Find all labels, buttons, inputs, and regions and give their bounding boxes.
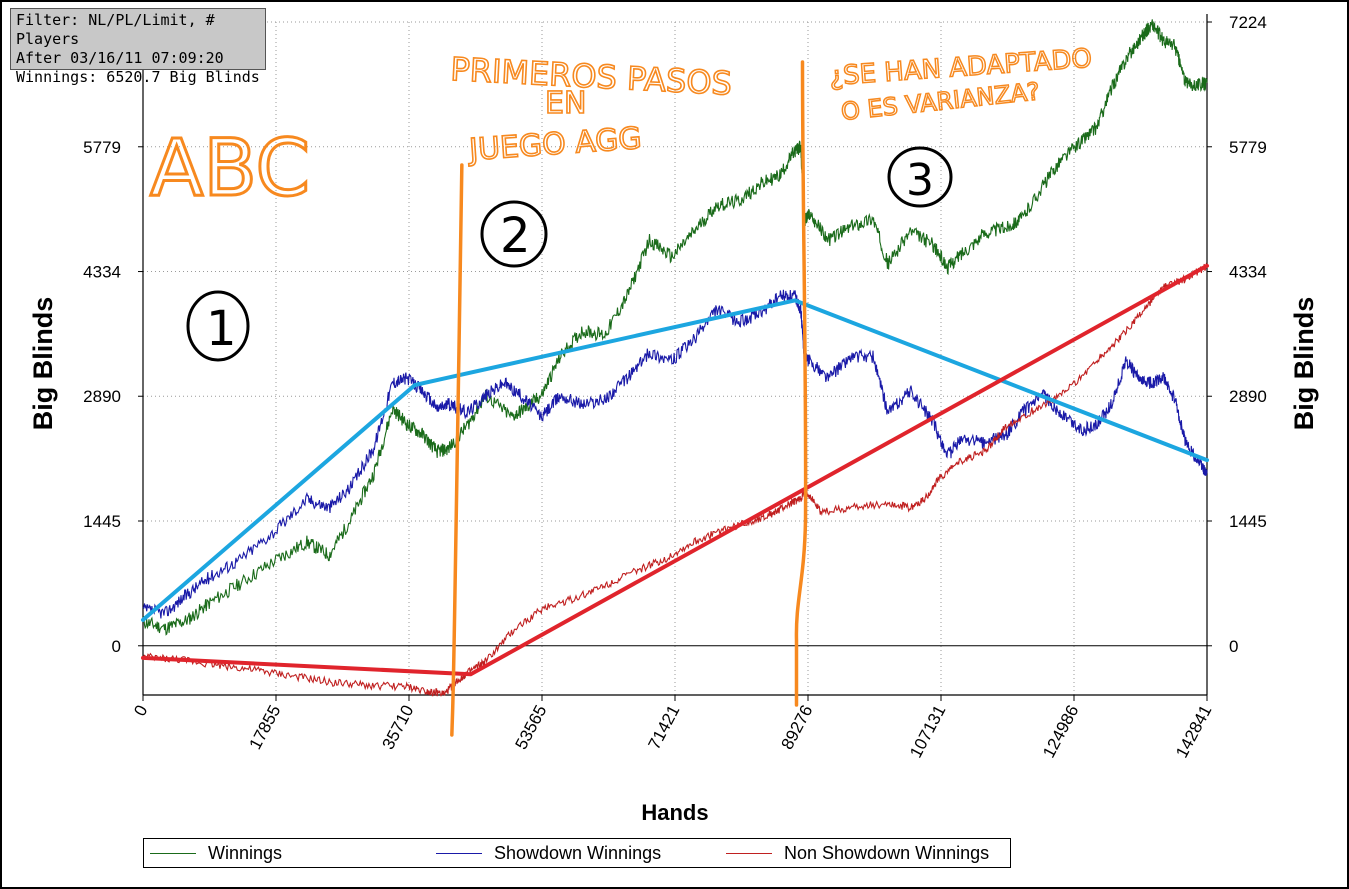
legend-label-showdown: Showdown Winnings xyxy=(494,842,662,863)
annotation-circle-1-number: 1 xyxy=(206,301,237,357)
y-tick-label-left: 4334 xyxy=(83,263,121,282)
annotation-circle-3-number: 3 xyxy=(906,155,934,206)
y-axis-title-right: Big Blinds xyxy=(1289,297,1319,431)
y-tick-label-right: 4334 xyxy=(1229,263,1267,282)
x-tick-label: 107131 xyxy=(906,702,949,761)
orange-markers-layer xyxy=(450,60,808,737)
annotation-abc: ABC xyxy=(150,124,310,214)
x-tick-label: 71421 xyxy=(645,702,684,753)
y-tick-label-left: 5779 xyxy=(83,138,121,157)
x-tick-label: 89276 xyxy=(778,702,817,753)
filter-line: Filter: NL/PL/Limit, # Players xyxy=(16,11,215,48)
x-tick-label: 17855 xyxy=(246,702,285,753)
x-tick-label: 0 xyxy=(130,702,151,719)
y-tick-label-left: 0 xyxy=(112,637,121,656)
legend-swatch-non-showdown xyxy=(726,852,772,854)
y-tick-label-right: 1445 xyxy=(1229,512,1267,531)
annotation-circle-3 xyxy=(887,146,953,208)
x-tick-label: 142841 xyxy=(1172,702,1215,761)
legend-item-non-showdown: Non Showdown Winnings xyxy=(726,839,989,867)
legend-swatch-showdown xyxy=(436,852,482,854)
grid-layer xyxy=(143,21,1207,695)
winnings-summary-line: Winnings: 6520.7 Big Blinds xyxy=(16,68,260,86)
annotation-phase2-line3: JUEGO AGG xyxy=(466,121,643,168)
date-line: After 03/16/11 07:09:20 xyxy=(16,49,224,67)
legend-label-non-showdown: Non Showdown Winnings xyxy=(784,842,990,863)
filter-info-box: Filter: NL/PL/Limit, # Players After 03/… xyxy=(10,8,266,86)
orange-marker-line-1 xyxy=(450,163,464,737)
x-tick-label: 124986 xyxy=(1039,702,1082,761)
annotation-phase2-line1: PRIMEROS PASOS xyxy=(450,50,733,103)
y-tick-label-right: 7224 xyxy=(1229,13,1267,32)
annotation-circle-2 xyxy=(480,200,548,268)
orange-marker-line-2 xyxy=(794,60,808,707)
x-tick-label: 53565 xyxy=(512,702,551,753)
annotation-phase2-line2: EN xyxy=(545,86,586,121)
legend-item-showdown: Showdown Winnings xyxy=(436,839,661,867)
annotation-circle-2-number: 2 xyxy=(500,208,531,264)
trend-lines-layer xyxy=(141,263,1209,677)
y-tick-label-left: 2890 xyxy=(83,387,121,406)
legend-label-winnings: Winnings xyxy=(208,842,283,863)
series-non-showdown-winnings xyxy=(142,262,1208,697)
x-tick-label: 35710 xyxy=(379,702,418,753)
trend-line-red xyxy=(141,263,1209,677)
y-tick-label-right: 5779 xyxy=(1229,138,1267,157)
y-tick-label-right: 2890 xyxy=(1229,387,1267,406)
legend-swatch-winnings xyxy=(150,852,196,854)
series-winnings xyxy=(142,19,1208,636)
y-tick-label-left: 1445 xyxy=(83,512,121,531)
y-tick-label-right: 0 xyxy=(1229,637,1238,656)
x-axis-title: Hands xyxy=(641,800,708,825)
handwritten-annotations: ABC 1 2 3 PRIMEROS PASOS EN JUEGO AGG ¿S… xyxy=(149,43,1094,362)
trend-line-blue xyxy=(141,298,1209,622)
legend-item-winnings: Winnings xyxy=(150,839,282,867)
annotation-circle-1 xyxy=(186,290,250,362)
chart-legend: Winnings Showdown Winnings Non Showdown … xyxy=(143,838,1011,868)
y-axis-title-left: Big Blinds xyxy=(28,297,58,431)
